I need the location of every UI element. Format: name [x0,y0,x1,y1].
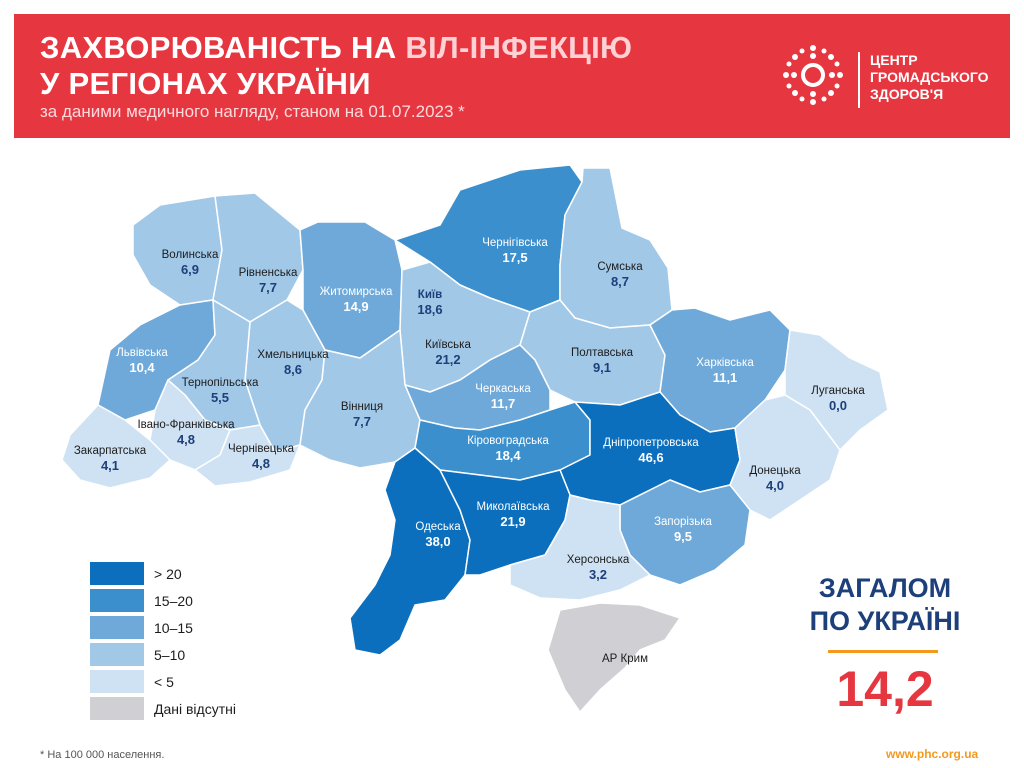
total-line2: ПО УКРАЇНІ [809,606,961,636]
region-value: 4,8 [252,456,270,471]
region-value: 8,7 [611,274,629,289]
region-value: 0,0 [829,398,847,413]
total-divider [828,650,938,653]
region-label: Луганська [811,385,865,397]
subtitle: за даними медичного нагляду, станом на 0… [40,102,465,121]
region-value: 6,9 [181,262,199,277]
region-value: 21,2 [435,352,460,367]
logo-line1: ЦЕНТР [870,52,918,68]
legend-swatch [90,670,144,693]
region-label: Херсонська [567,554,630,566]
legend-item: 10–15 [90,614,236,641]
region-label: Дніпропетровська [603,437,699,449]
region-label: Тернопільська [182,377,259,389]
region-label: Одеська [415,521,461,533]
title-line1: ЗАХВОРЮВАНІСТЬ НА [40,30,406,65]
region-label: Волинська [162,249,219,261]
region-value: 3,2 [589,567,607,582]
region-value: 9,5 [674,529,692,544]
region-value: 4,0 [766,478,784,493]
legend-label: 15–20 [154,592,193,609]
legend-swatch [90,589,144,612]
region-value: 4,1 [101,458,119,473]
legend-swatch [90,562,144,585]
legend-swatch [90,616,144,639]
region-label: Донецька [749,465,801,477]
footnote: * На 100 000 населення. [40,749,165,761]
region-закарпатська[interactable] [61,404,171,489]
region-label: Чернігівська [482,237,548,249]
region-label: Запорізька [654,516,712,528]
region-ар-крим[interactable] [547,602,681,713]
total-label: ЗАГАЛОМ ПО УКРАЇНІ [790,572,980,638]
region-value: 11,7 [491,396,516,411]
legend-label: 10–15 [154,619,193,636]
region-value: 21,9 [500,514,525,529]
region-value: 18,6 [417,302,442,317]
legend-item: 5–10 [90,641,236,668]
region-label: Івано-Франківська [137,419,235,431]
header-banner: ЗАХВОРЮВАНІСТЬ НА ВІЛ-ІНФЕКЦІЮ У РЕГІОНА… [14,14,1010,138]
region-value: 5,5 [211,390,229,405]
legend: > 20 15–20 10–15 5–10 < 5 Дані відсутні [90,560,236,722]
region-label: Закарпатська [74,445,147,457]
logo-divider [858,52,860,108]
legend-swatch [90,643,144,666]
region-чернівецька[interactable] [194,424,301,487]
legend-swatch [90,697,144,720]
total-value: 14,2 [836,661,934,717]
region-label: Полтавська [571,347,634,359]
region-value: 8,6 [284,362,302,377]
region-label: Житомирська [320,286,393,298]
page-title: ЗАХВОРЮВАНІСТЬ НА ВІЛ-ІНФЕКЦІЮ У РЕГІОНА… [40,30,632,102]
region-донецька[interactable] [729,394,841,521]
logo-text: ЦЕНТР ГРОМАДСЬКОГО ЗДОРОВ'Я [870,52,989,103]
region-value: 11,1 [713,370,738,385]
region-label: Сумська [597,261,643,273]
title-line2: У РЕГІОНАХ УКРАЇНИ [40,66,371,101]
region-луганська[interactable] [784,329,889,451]
region-value: 18,4 [495,448,521,463]
region-label: Київська [425,339,471,351]
phc-logo-icon [783,45,843,105]
legend-label: 5–10 [154,646,186,663]
region-label: Київ [418,289,442,301]
region-value: 7,7 [259,280,277,295]
region-label: Чернівецька [228,443,295,455]
legend-item: > 20 [90,560,236,587]
total-line1: ЗАГАЛОМ [818,573,952,603]
title-highlight: ВІЛ-ІНФЕКЦІЮ [405,30,633,65]
legend-label: < 5 [154,673,174,690]
region-label: Хмельницька [257,349,329,361]
legend-item: Дані відсутні [90,695,236,722]
legend-item: < 5 [90,668,236,695]
region-сумська[interactable] [559,167,673,329]
logo-line3: ЗДОРОВ'Я [870,86,944,102]
region-value: 10,4 [129,360,155,375]
website-link[interactable]: www.phc.org.ua [886,747,979,761]
region-value: 7,7 [353,414,371,429]
region-value: 9,1 [593,360,611,375]
region-label: Львівська [116,347,168,359]
region-value: 14,9 [343,299,368,314]
region-label: Рівненська [239,267,298,279]
region-label: Миколаївська [476,501,550,513]
region-value: 4,8 [177,432,195,447]
logo-line2: ГРОМАДСЬКОГО [870,69,989,85]
region-херсонська[interactable] [509,494,651,601]
region-label: Кіровоградська [467,435,549,447]
region-value: 17,5 [502,250,527,265]
region-value: 46,6 [638,450,663,465]
region-label: Вінниця [341,401,383,413]
region-label: Харківська [696,357,754,369]
region-label: АР Крим [602,653,648,665]
region-value: 38,0 [425,534,450,549]
legend-label: > 20 [154,565,182,582]
legend-label: Дані відсутні [154,700,236,717]
region-label: Черкаська [475,383,531,395]
legend-item: 15–20 [90,587,236,614]
